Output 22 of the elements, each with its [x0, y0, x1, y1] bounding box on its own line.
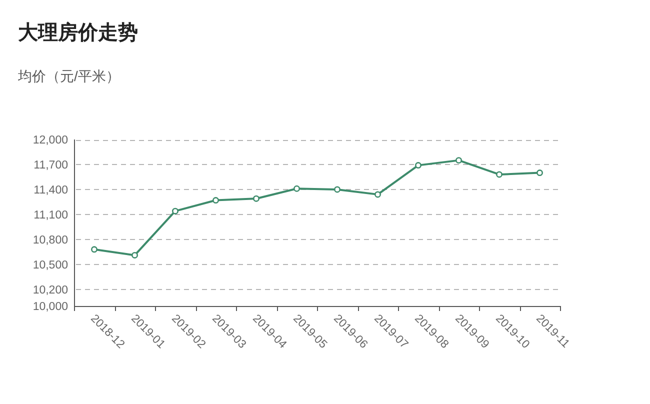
point [374, 191, 381, 198]
y-tick-label: 12,000 [32, 134, 68, 146]
y-tick-label: 10,000 [32, 301, 68, 313]
point [536, 170, 543, 176]
title: 大理房价走势 [18, 22, 138, 44]
y-tick-label: 11,700 [34, 159, 68, 172]
point [456, 157, 462, 164]
y-tick-label: 11,100 [34, 209, 68, 222]
y-tick-label: 10,500 [32, 259, 68, 272]
y-tick-label: 10,800 [32, 234, 68, 246]
point [91, 246, 98, 253]
point [294, 185, 300, 192]
point [496, 171, 502, 178]
point [212, 197, 219, 204]
point [132, 252, 138, 258]
y-tick-label: 10,200 [32, 284, 68, 296]
subtitle: 均价（元/平米） [18, 68, 120, 84]
y-tick-label: 11,400 [34, 184, 68, 196]
point [415, 162, 422, 169]
point [334, 186, 340, 193]
point [172, 208, 178, 214]
point [253, 195, 260, 202]
